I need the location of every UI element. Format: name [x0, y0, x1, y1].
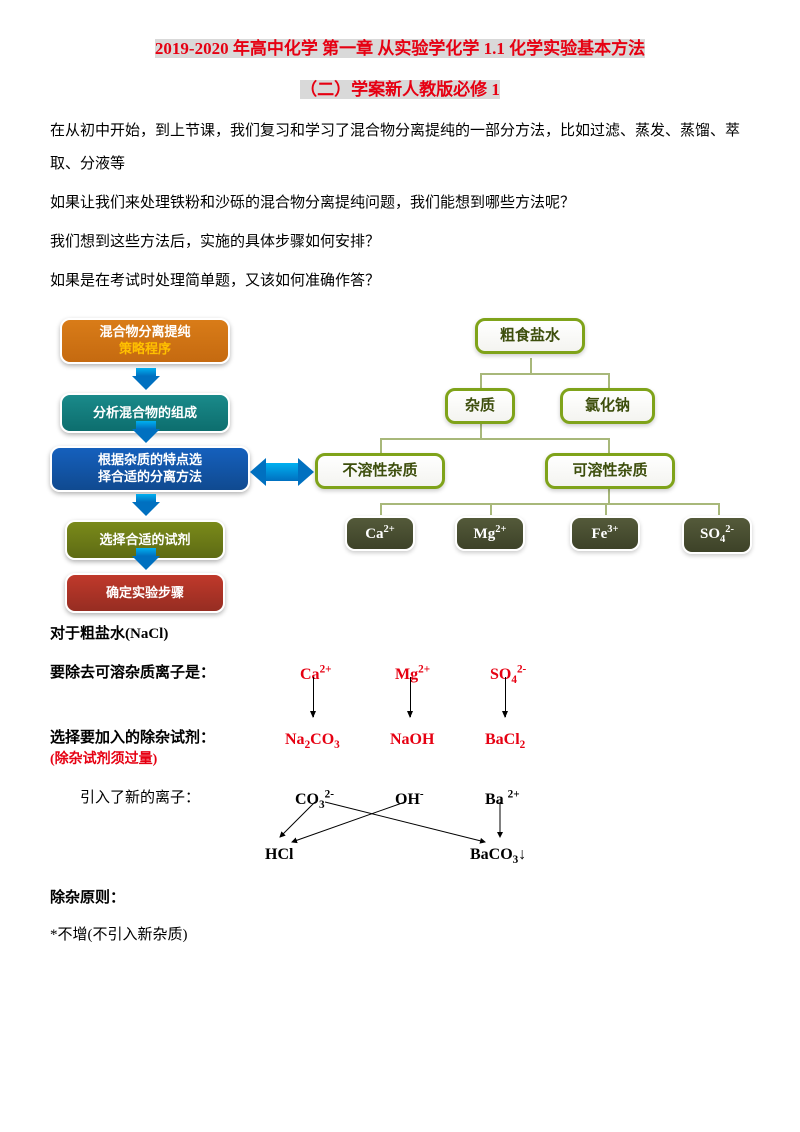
- sec2-heading: 对于粗盐水(NaCl): [50, 618, 750, 651]
- tree-line-h1: [480, 373, 610, 375]
- tree-line-v6: [608, 438, 610, 453]
- title-line-1-wrap: 2019-2020 年高中化学 第一章 从实验学化学 1.1 化学实验基本方法: [50, 30, 750, 67]
- tree-box-2: 杂质: [445, 388, 515, 424]
- arrow-3: [130, 494, 162, 516]
- tree-box-3: 氯化钠: [560, 388, 655, 424]
- tree-line-v9: [490, 503, 492, 515]
- tree-line-v10: [605, 503, 607, 515]
- diagram-area: 混合物分离提纯 策略程序 分析混合物的组成 根据杂质的特点选 择合适的分离方法 …: [50, 308, 750, 598]
- tree-line-v2: [480, 373, 482, 388]
- arrow-4: [130, 548, 162, 570]
- tree-ion-3: Fe3+: [570, 516, 640, 551]
- flow-box-1: 混合物分离提纯 策略程序: [60, 318, 230, 364]
- tree-ion-1: Ca2+: [345, 516, 415, 551]
- tree-line-v5: [380, 438, 382, 453]
- title-line-2-wrap: （二）学案新人教版必修 1: [50, 71, 750, 108]
- ion-lines-svg: [50, 657, 600, 867]
- tree-line-v8: [380, 503, 382, 515]
- principle-item-1: *不增(不引入新杂质): [50, 919, 750, 952]
- tree-box-4: 不溶性杂质: [315, 453, 445, 489]
- flow-box-5: 确定实验步骤: [65, 573, 225, 614]
- tree-ion-2: Mg2+: [455, 516, 525, 551]
- flow-box-1a: 混合物分离提纯: [99, 324, 190, 339]
- arrow-2: [130, 421, 162, 443]
- flow-box-1b: 策略程序: [119, 341, 171, 356]
- intro-p1: 在从初中开始，到上节课，我们复习和学习了混合物分离提纯的一部分方法，比如过滤、蒸…: [50, 115, 750, 181]
- tree-line-v1: [530, 358, 532, 373]
- intro-p4: 如果是在考试时处理简单题，又该如何准确作答？: [50, 265, 750, 298]
- tree-line-v7: [608, 488, 610, 503]
- tree-box-1: 粗食盐水: [475, 318, 585, 354]
- intro-p2: 如果让我们来处理铁粉和沙砾的混合物分离提纯问题，我们能想到哪些方法呢？: [50, 187, 750, 220]
- intro-p3: 我们想到这些方法后，实施的具体步骤如何安排？: [50, 226, 750, 259]
- tree-box-5: 可溶性杂质: [545, 453, 675, 489]
- title-line-2: （二）学案新人教版必修 1: [300, 80, 500, 99]
- arrow-biarrow: [250, 458, 314, 486]
- tree-line-v3: [608, 373, 610, 388]
- flow-box-3: 根据杂质的特点选 择合适的分离方法: [50, 446, 250, 492]
- flow-box-3b: 择合适的分离方法: [98, 469, 202, 484]
- flow-box-3a: 根据杂质的特点选: [98, 452, 202, 467]
- arrow-1: [130, 368, 162, 390]
- tree-line-v11: [718, 503, 720, 515]
- tree-line-v4: [480, 423, 482, 438]
- tree-line-h2: [380, 438, 610, 440]
- section-2: 对于粗盐水(NaCl) 要除去可溶杂质离子是： 选择要加入的除杂试剂： (除杂试…: [50, 618, 750, 952]
- tree-ion-4: SO42-: [682, 516, 752, 555]
- title-line-1: 2019-2020 年高中化学 第一章 从实验学化学 1.1 化学实验基本方法: [155, 39, 645, 58]
- ion-block: 要除去可溶杂质离子是： 选择要加入的除杂试剂： (除杂试剂须过量) 引入了新的离…: [50, 657, 750, 867]
- principle-heading: 除杂原则：: [50, 882, 750, 915]
- tree-line-h3: [380, 503, 720, 505]
